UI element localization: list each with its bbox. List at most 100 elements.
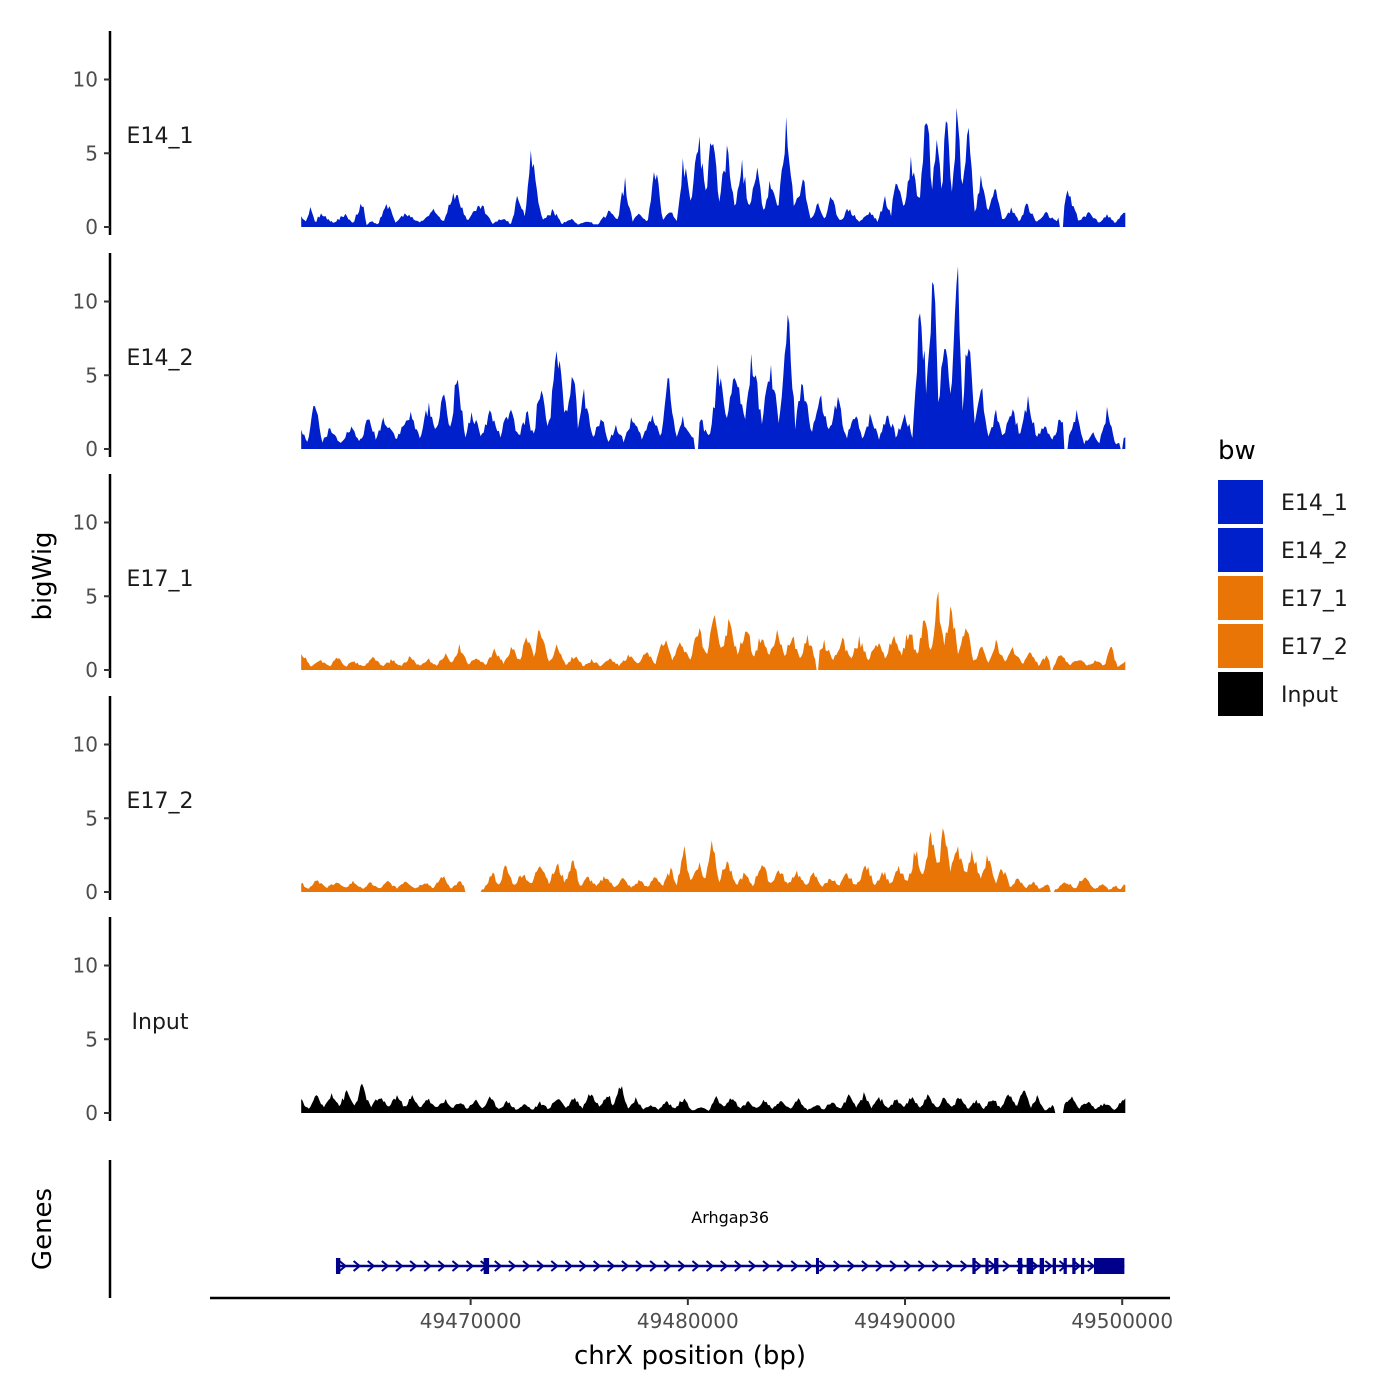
y-tick-label: 5 (85, 1027, 98, 1051)
coverage-area-E14_1 (301, 107, 1126, 227)
x-tick-label: 49490000 (854, 1309, 956, 1333)
gene-exon (483, 1258, 490, 1274)
legend-label: E17_2 (1281, 635, 1348, 660)
legend: bw E14_1 E14_2 E17_1 E17_2 Input (1218, 436, 1348, 716)
strand-arrow (437, 1260, 446, 1272)
gene-exon (985, 1258, 989, 1274)
track-Input: 0 5 10 Input (73, 917, 1126, 1125)
y-tick-label: 5 (85, 363, 98, 387)
strand-arrow (607, 1260, 616, 1272)
strand-arrow (734, 1260, 743, 1272)
gene-exon (815, 1258, 819, 1274)
legend-swatch-E14_1 (1218, 480, 1263, 524)
y-tick-label: 0 (85, 437, 98, 461)
gene-exon (1039, 1258, 1045, 1274)
coverage-area-Input (301, 1083, 1126, 1113)
track-E17_1: 0 5 10 E17_1 (73, 474, 1126, 682)
gene-exon (335, 1258, 341, 1274)
legend-label: E14_1 (1281, 491, 1348, 516)
strand-arrow (804, 1260, 813, 1272)
track-E14_1: 0 5 10 E14_1 (73, 31, 1126, 239)
strand-arrow (663, 1260, 672, 1272)
gene-exon (1052, 1258, 1056, 1274)
strand-arrow (847, 1260, 856, 1272)
strand-arrow (1087, 1260, 1096, 1272)
strand-arrow (705, 1260, 715, 1272)
strand-arrow (494, 1260, 503, 1272)
track-E17_2: 0 5 10 E17_2 (73, 696, 1126, 904)
y-tick-label: 10 (73, 954, 98, 978)
tracks-layer: 0 5 10 E14_1 0 5 10 E14_2 0 5 10 E17_1 0 5 10 E17_2 0 5 10… (73, 31, 1126, 1125)
strand-arrow (917, 1260, 926, 1272)
strand-arrow (592, 1260, 602, 1272)
track-label: E17_2 (127, 789, 194, 814)
strand-arrow (762, 1260, 771, 1272)
y-tick-label: 10 (73, 733, 98, 757)
strand-arrow (649, 1260, 658, 1272)
gene-name: Arhgap36 (691, 1208, 769, 1227)
strand-arrow (1002, 1260, 1011, 1272)
strand-arrow (931, 1260, 940, 1272)
y-tick-label: 0 (85, 658, 98, 682)
legend-swatch-E17_2 (1218, 624, 1263, 668)
y-tick-label: 5 (85, 806, 98, 830)
strand-arrow (861, 1260, 870, 1272)
gene-exon (1063, 1258, 1067, 1274)
strand-arrow (395, 1260, 404, 1272)
legend-label: Input (1281, 683, 1338, 708)
strand-arrow (635, 1260, 644, 1272)
strand-arrow (1072, 1260, 1082, 1272)
strand-arrow (832, 1260, 842, 1272)
strand-arrow (381, 1260, 390, 1272)
x-axis: 49470000 49480000 49490000 49500000 (210, 1296, 1173, 1333)
strand-arrow (790, 1260, 799, 1272)
y-tick-label: 10 (73, 511, 98, 535)
gene-exon (972, 1258, 976, 1274)
strand-arrow (621, 1260, 630, 1272)
strand-arrow (974, 1260, 983, 1272)
strand-arrow (748, 1260, 757, 1272)
strand-arrow (903, 1260, 912, 1272)
y-tick-label: 0 (85, 880, 98, 904)
y-tick-label: 5 (85, 584, 98, 608)
gene-exon (1026, 1258, 1034, 1274)
strand-arrow (945, 1260, 955, 1272)
strand-arrow (1044, 1260, 1053, 1272)
legend-swatch-E14_2 (1218, 528, 1263, 572)
strand-arrow (875, 1260, 884, 1272)
strand-arrow (550, 1260, 559, 1272)
gene-exon (1080, 1258, 1085, 1274)
coverage-area-E17_2 (301, 828, 1126, 892)
strand-arrow (691, 1260, 700, 1272)
track-E14_2: 0 5 10 E14_2 (73, 253, 1126, 461)
gene-exon (1093, 1258, 1125, 1274)
strand-arrow (338, 1260, 348, 1272)
strand-arrow (818, 1260, 828, 1272)
coverage-area-E14_2 (301, 266, 1126, 449)
y-tick-label: 10 (73, 68, 98, 92)
legend-title: bw (1218, 436, 1256, 466)
strand-arrow (451, 1260, 460, 1272)
strand-arrow (564, 1260, 573, 1272)
genes-track: Arhgap36 (108, 1160, 1125, 1298)
strand-arrow (720, 1260, 729, 1272)
gene-exon (1072, 1258, 1076, 1274)
strand-arrow (960, 1260, 969, 1272)
strand-arrow (522, 1260, 531, 1272)
gene-exon (994, 1258, 999, 1274)
y-tick-label: 0 (85, 1101, 98, 1125)
legend-label: E14_2 (1281, 539, 1348, 564)
x-axis-title: chrX position (bp) (574, 1341, 806, 1371)
track-label: E14_1 (127, 124, 194, 149)
legend-swatch-E17_1 (1218, 576, 1263, 620)
track-label: E14_2 (127, 346, 194, 371)
strand-arrow (578, 1260, 588, 1272)
strand-arrow (352, 1260, 362, 1272)
gene-exon (1017, 1258, 1023, 1274)
track-label: E17_1 (127, 567, 194, 592)
y-tick-label: 0 (85, 215, 98, 239)
strand-arrow (1030, 1260, 1039, 1272)
track-label: Input (132, 1010, 189, 1035)
strand-arrow (508, 1260, 517, 1272)
